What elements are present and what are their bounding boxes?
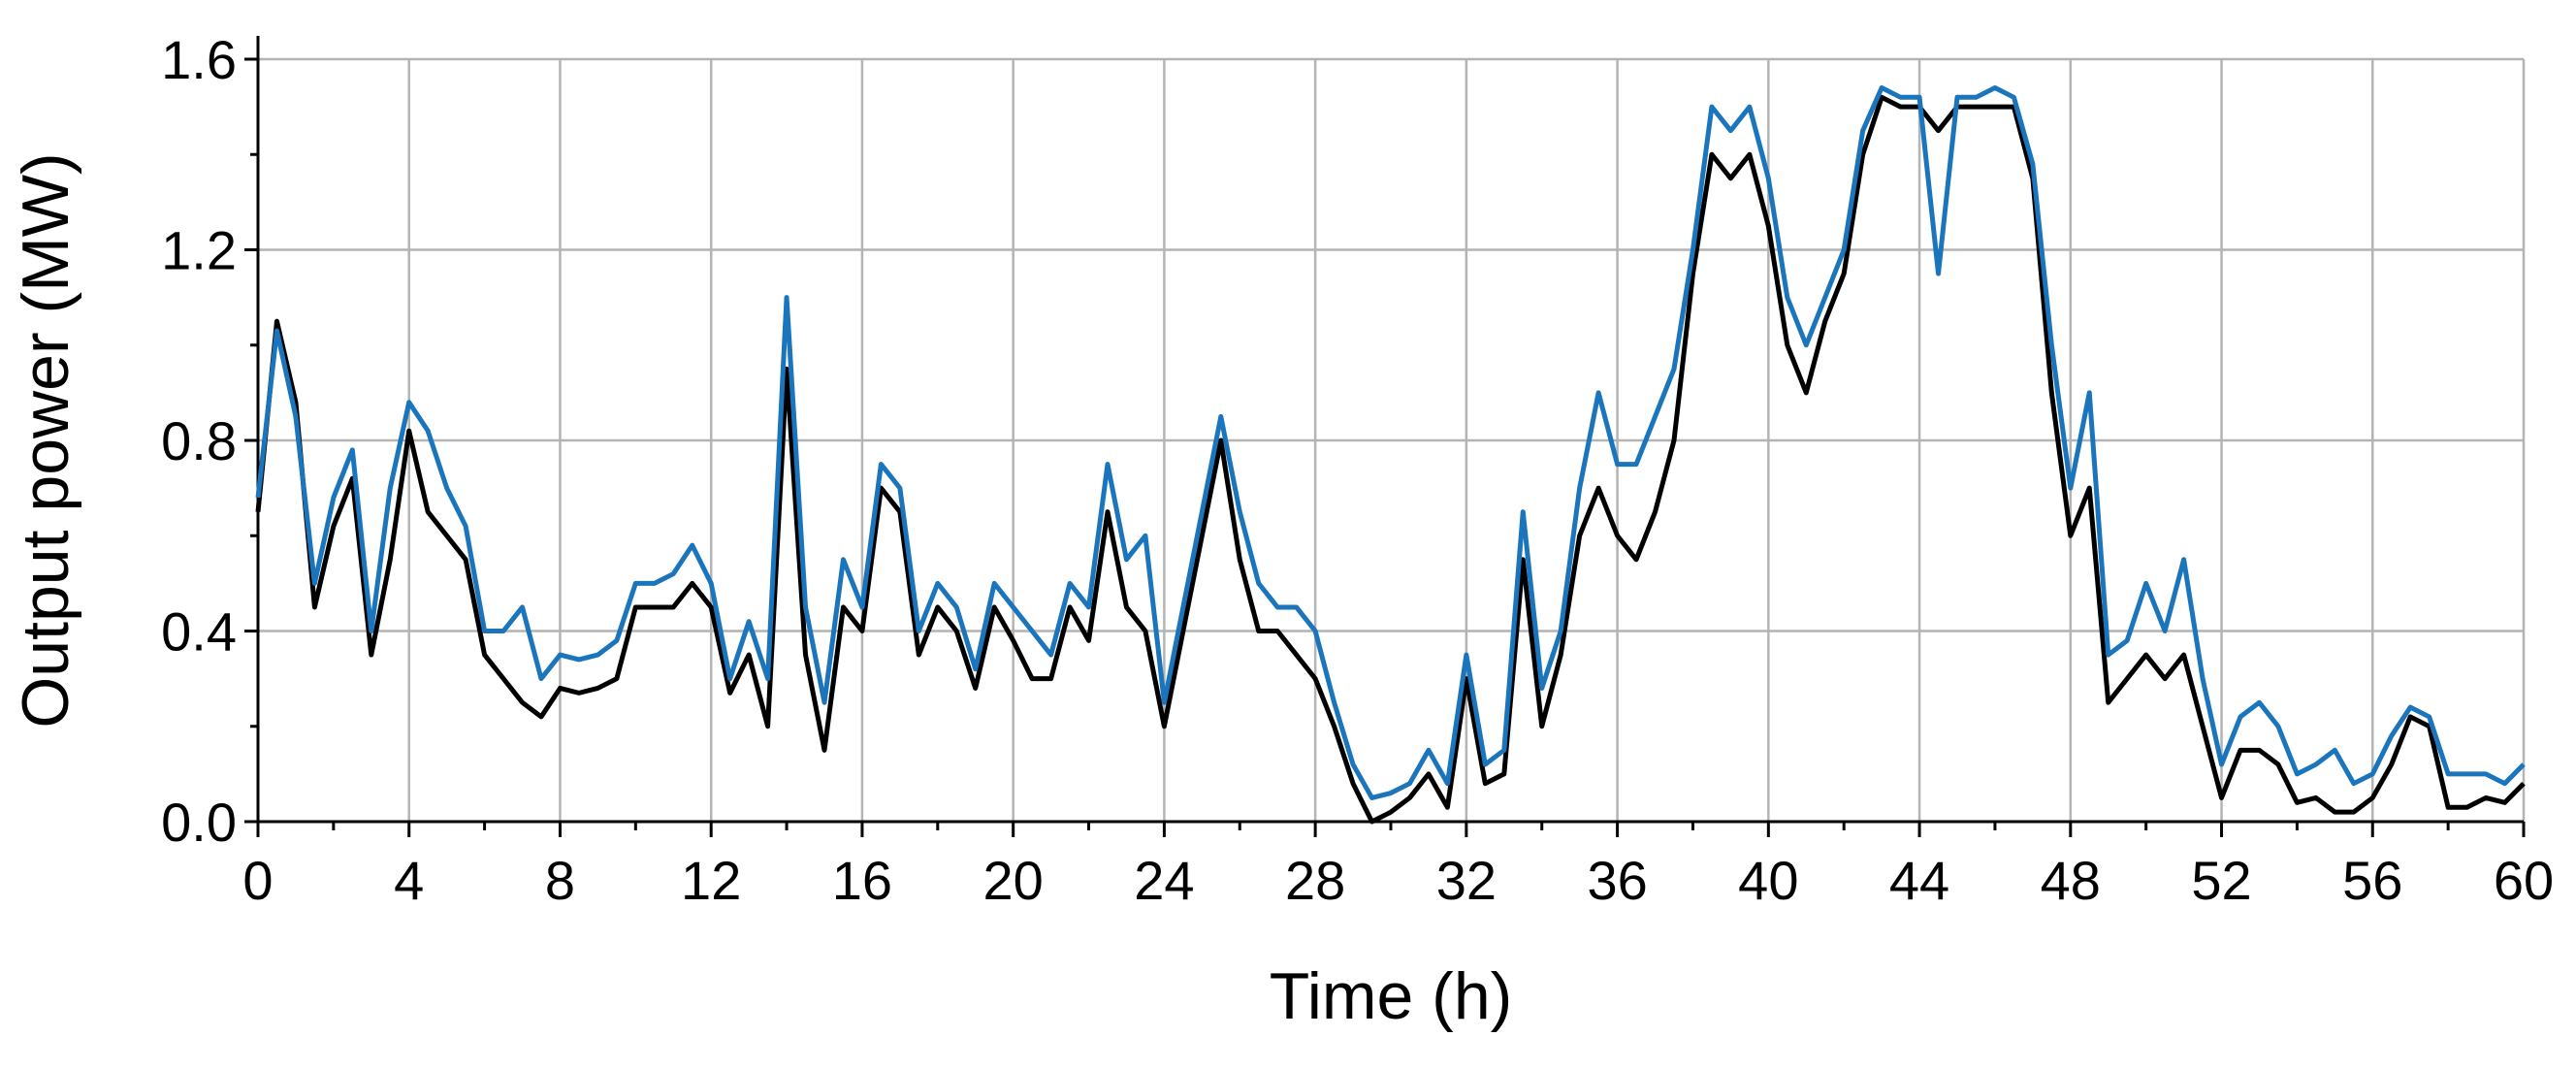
x-tick-label: 60 [2494, 850, 2554, 911]
series-line [255, 84, 2526, 800]
x-tick-label: 24 [1134, 850, 1194, 911]
x-tick-label: 28 [1285, 850, 1345, 911]
series-line [255, 94, 2526, 825]
x-tick-label: 32 [1436, 850, 1497, 911]
y-tick-label: 0.0 [161, 792, 237, 853]
y-tick-label: 0.4 [161, 601, 237, 663]
y-tick-label: 1.2 [161, 220, 237, 281]
x-tick-label: 52 [2191, 850, 2251, 911]
x-axis-title: Time (h) [1270, 959, 1513, 1033]
x-tick-label: 48 [2041, 850, 2101, 911]
x-tick-label: 16 [832, 850, 892, 911]
x-tick-label: 36 [1587, 850, 1647, 911]
x-tick-label: 56 [2342, 850, 2402, 911]
x-tick-label: 20 [983, 850, 1044, 911]
x-tick-label: 44 [1889, 850, 1949, 911]
y-tick-label: 0.8 [161, 410, 237, 471]
y-axis-title: Output power (MW) [9, 152, 82, 728]
x-tick-label: 40 [1738, 850, 1798, 911]
x-tick-label: 12 [681, 850, 741, 911]
y-tick-label: 1.6 [161, 29, 237, 90]
x-tick-label: 0 [242, 850, 273, 911]
x-tick-label: 4 [394, 850, 424, 911]
x-tick-label: 8 [545, 850, 575, 911]
